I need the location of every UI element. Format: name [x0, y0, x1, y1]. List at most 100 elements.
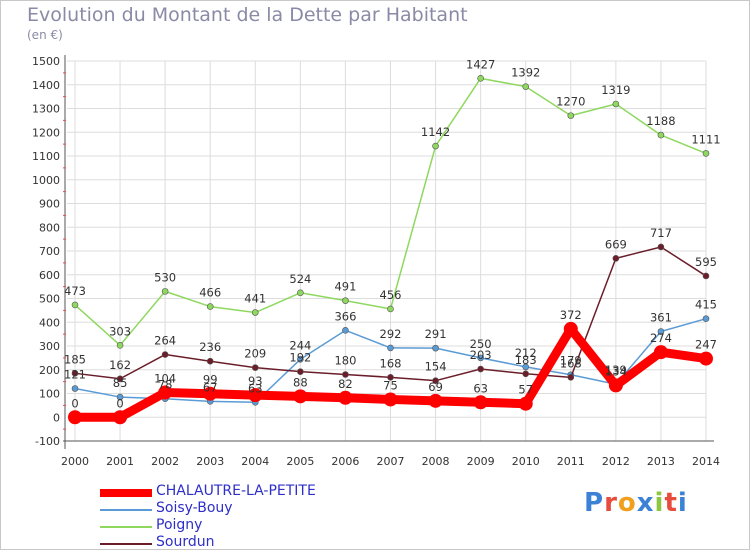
data-label: 250 [470, 337, 492, 351]
data-label: 0 [116, 396, 123, 410]
data-label: 88 [293, 375, 308, 389]
y-tick-label: 600 [39, 269, 60, 282]
data-point [567, 374, 575, 381]
data-point [477, 354, 484, 362]
data-point [342, 327, 349, 334]
data-point [113, 410, 128, 425]
data-point [522, 370, 530, 378]
y-tick-label: 1200 [32, 126, 60, 139]
data-label: 162 [109, 358, 131, 372]
data-point [657, 328, 665, 335]
data-point [702, 272, 710, 280]
data-point [71, 385, 79, 392]
y-tick-label: 1000 [32, 174, 60, 187]
data-label: 491 [334, 280, 356, 294]
data-label: 104 [154, 372, 176, 386]
data-point [116, 393, 124, 401]
data-label: 57 [518, 383, 533, 397]
data-label: 669 [605, 237, 627, 251]
y-tick-label: 1500 [32, 55, 60, 68]
data-point [383, 392, 398, 407]
data-point [206, 303, 214, 310]
data-label: 63 [473, 381, 488, 395]
data-point [297, 355, 304, 363]
data-label: 139 [605, 363, 627, 377]
data-label: 1392 [511, 66, 540, 80]
data-label: 134 [605, 364, 627, 378]
x-tick-label: 2005 [286, 455, 314, 468]
data-label: 524 [289, 272, 311, 286]
data-label: 473 [64, 284, 86, 298]
data-label: 63 [248, 381, 263, 395]
data-label: 85 [113, 376, 128, 390]
logo-letter: t [664, 488, 678, 518]
y-tick-label: 0 [53, 411, 60, 424]
data-point [657, 243, 665, 251]
legend-label: Sourdun [156, 534, 215, 550]
data-point [428, 393, 443, 408]
data-label: 274 [650, 331, 672, 345]
x-tick-label: 2009 [467, 455, 495, 468]
logo-letter: o [617, 488, 637, 518]
data-labels: 121 85 78 67 63 244 366 292 291 250 212 179 139 361 41… [64, 57, 721, 410]
data-point [653, 345, 668, 360]
data-point [432, 142, 439, 150]
data-point [68, 410, 82, 425]
data-label: 595 [695, 255, 717, 269]
data-point [338, 390, 353, 405]
grid [67, 60, 707, 442]
data-point [206, 357, 214, 365]
x-tick-label: 2013 [647, 455, 675, 468]
data-point [477, 75, 484, 82]
legend-swatch [100, 489, 152, 497]
data-point [612, 255, 620, 262]
data-label: 361 [650, 311, 672, 325]
data-label: 192 [289, 351, 311, 365]
data-label: 185 [64, 352, 86, 366]
data-label: 1142 [421, 125, 450, 139]
chart-title: Evolution du Montant de la Dette par Hab… [27, 4, 468, 26]
data-point [702, 150, 710, 157]
data-label: 530 [154, 270, 176, 284]
data-label: 244 [289, 338, 311, 352]
x-tick-label: 2010 [512, 455, 540, 468]
x-tick-label: 2004 [241, 455, 269, 468]
data-label: 1427 [466, 57, 495, 71]
y-tick-label: 1100 [32, 150, 60, 163]
data-label: 67 [203, 380, 218, 394]
data-label: 93 [248, 374, 263, 388]
y-tick-label: 700 [39, 245, 60, 258]
logo-letter: i [677, 488, 688, 518]
y-tick-label: 1400 [32, 79, 60, 92]
x-tick-label: 2001 [106, 455, 134, 468]
data-label: 1319 [601, 83, 630, 97]
data-point [248, 388, 263, 403]
data-point [342, 297, 349, 304]
data-point [702, 315, 710, 322]
data-point [518, 396, 533, 411]
data-label: 99 [203, 373, 218, 387]
data-label: 303 [109, 324, 131, 338]
y-tick-label: -100 [35, 435, 60, 448]
data-label: 203 [470, 348, 492, 362]
data-point [608, 378, 623, 393]
data-label: 292 [380, 327, 402, 341]
data-label: 180 [334, 354, 356, 368]
data-point [387, 374, 394, 381]
data-label: 168 [380, 356, 402, 370]
unit-label: (en €) [27, 28, 63, 42]
data-point [297, 368, 304, 375]
y-tick-label: 300 [39, 340, 60, 353]
y-tick-label: 1300 [32, 103, 60, 116]
data-label: 466 [199, 286, 221, 300]
data-label: 1111 [691, 132, 720, 146]
data-point [203, 386, 218, 401]
data-point [297, 289, 304, 297]
series [68, 75, 713, 425]
data-point [612, 100, 620, 108]
logo-letter: i [654, 488, 665, 518]
data-label: 236 [199, 340, 221, 354]
logo-letter: P [584, 488, 605, 518]
data-point [432, 344, 439, 352]
